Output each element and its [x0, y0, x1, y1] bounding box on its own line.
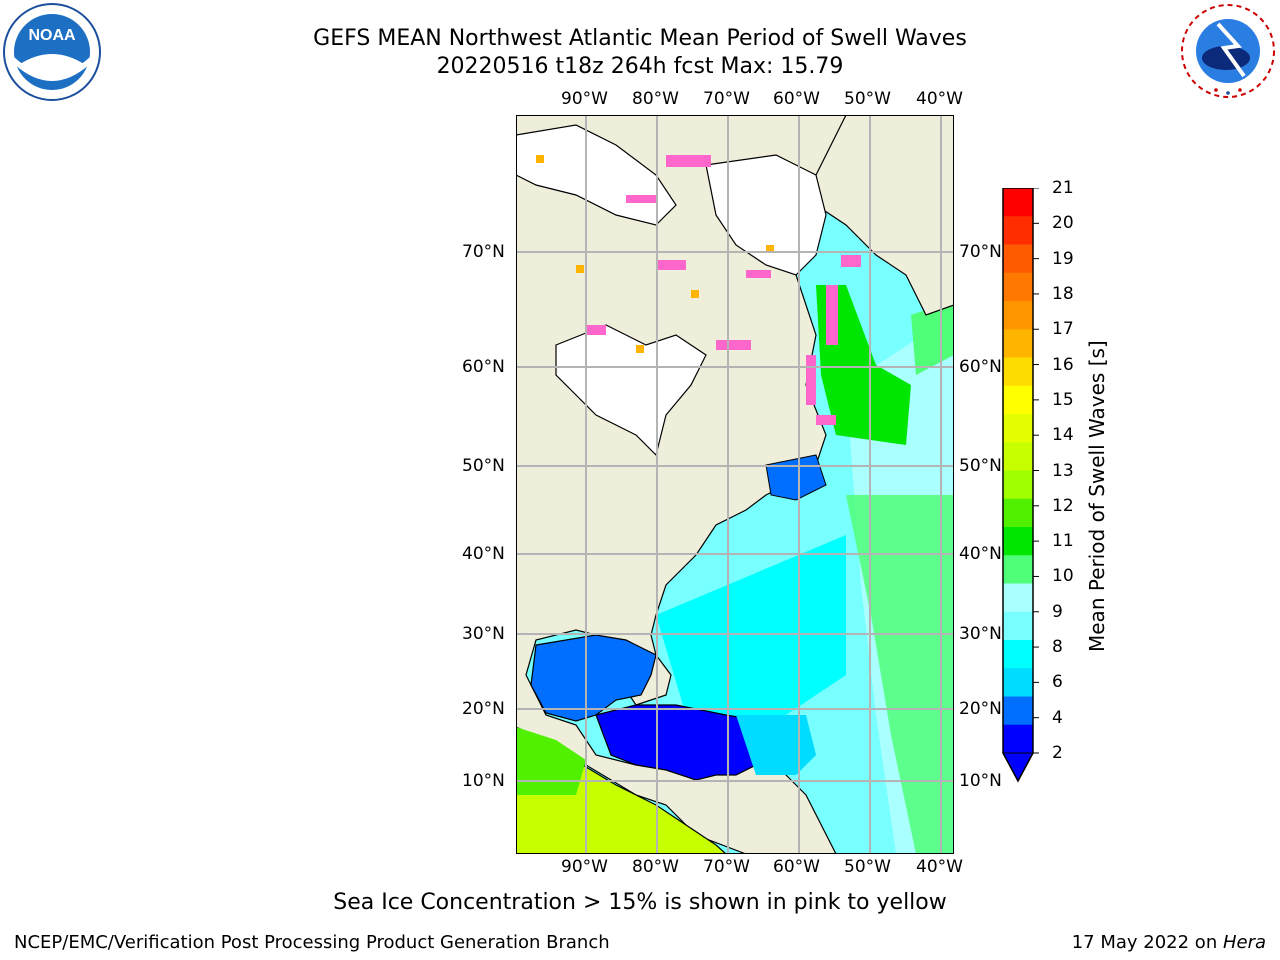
- colorbar-title: Mean Period of Swell Waves [s]: [1085, 340, 1109, 652]
- colorbar-segment: [1003, 442, 1033, 471]
- swell-zone-green-greenland: [911, 300, 954, 375]
- sea-ice-yellow: [536, 155, 774, 353]
- sea-ice-caption: Sea Ice Concentration > 15% is shown in …: [333, 890, 947, 915]
- colorbar-tick-label: 9: [1052, 601, 1063, 622]
- colorbar-tick-label: 17: [1052, 319, 1074, 340]
- colorbar-segment: [1003, 696, 1033, 726]
- colorbar-segment: [1003, 244, 1033, 274]
- colorbar-segment: [1003, 357, 1033, 387]
- sea-ice-edges: [586, 155, 861, 425]
- colorbar-frame: [1002, 187, 1034, 783]
- graticule: [516, 115, 954, 854]
- lon-label-top-50w: 50°W: [844, 89, 891, 109]
- lon-label-top-40w: 40°W: [916, 89, 963, 109]
- lon-label-bottom-40w: 40°W: [916, 857, 963, 877]
- lon-label-bottom-50w: 50°W: [844, 857, 891, 877]
- colorbar-segment: [1003, 498, 1033, 528]
- colorbar-tick-label: 14: [1052, 425, 1074, 446]
- colorbar-segment: [1003, 527, 1033, 556]
- land-south-america-green: [516, 727, 586, 795]
- colorbar-tick-label: 18: [1052, 283, 1074, 304]
- lat-label-right-70n: 70°N: [959, 242, 1002, 262]
- lon-label-top-90w: 90°W: [561, 89, 608, 109]
- colorbar-tick-label: 20: [1052, 213, 1074, 234]
- lat-label-right-60n: 60°N: [959, 357, 1002, 377]
- title-line-2: 20220516 t18z 264h fcst Max: 15.79: [436, 54, 844, 79]
- footer-date-text: 17 May 2022 on: [1071, 932, 1223, 953]
- colorbar-tick-label: 8: [1052, 637, 1063, 658]
- lat-label-left-70n: 70°N: [462, 242, 505, 262]
- lat-label-right-30n: 30°N: [959, 624, 1002, 644]
- colorbar-tick-label: 11: [1052, 531, 1074, 552]
- lat-label-right-50n: 50°N: [959, 456, 1002, 476]
- colorbar-segment: [1003, 216, 1033, 245]
- noaa-logo: NOAA: [2, 2, 102, 102]
- colorbar-tick-label: 13: [1052, 460, 1074, 481]
- footer-date: 17 May 2022 on Hera: [1072, 932, 1266, 953]
- lon-label-top-70w: 70°W: [703, 89, 750, 109]
- colorbar-segment: [1003, 724, 1033, 754]
- lat-label-left-10n: 10°N: [462, 771, 505, 791]
- swell-period-map: [515, 114, 955, 855]
- footer-branch: NCEP/EMC/Verification Post Processing Pr…: [14, 932, 610, 953]
- swell-zone-10-11s-east: [846, 495, 954, 855]
- lon-label-top-80w: 80°W: [632, 89, 679, 109]
- colorbar-tick-label: 15: [1052, 389, 1074, 410]
- lon-label-top-60w: 60°W: [773, 89, 820, 109]
- colorbar-segment: [1003, 470, 1033, 500]
- colorbar: [1002, 187, 1039, 783]
- colorbar-tick-label: 2: [1052, 743, 1063, 763]
- colorbar-segment: [1003, 640, 1033, 669]
- lat-label-left-60n: 60°N: [462, 357, 505, 377]
- hudson-bay-white: [555, 324, 707, 457]
- colorbar-segment: [1003, 668, 1033, 697]
- lat-label-right-20n: 20°N: [959, 699, 1002, 719]
- baffin-bay-white: [705, 154, 827, 276]
- colorbar-tick-label: 10: [1052, 566, 1074, 587]
- title-line-1: GEFS MEAN Northwest Atlantic Mean Period…: [313, 26, 967, 51]
- colorbar-segment: [1003, 272, 1033, 302]
- lat-label-right-40n: 40°N: [959, 544, 1002, 564]
- colorbar-tick-label: 21: [1052, 178, 1074, 198]
- lat-label-left-20n: 20°N: [462, 699, 505, 719]
- colorbar-tick-label: 4: [1052, 707, 1063, 728]
- lat-label-left-30n: 30°N: [462, 624, 505, 644]
- colorbar-segment: [1003, 555, 1033, 584]
- noaa-logo-text: NOAA: [28, 27, 76, 44]
- caribbean-east: [736, 715, 816, 775]
- footer-host: Hera: [1222, 932, 1266, 953]
- colorbar-tick-label: 16: [1052, 354, 1074, 375]
- colorbar-extend-arrow: [1002, 752, 1034, 783]
- colorbar-tick-label: 6: [1052, 672, 1063, 693]
- swell-zone-green-labrador: [816, 285, 911, 445]
- colorbar-tick-label: 19: [1052, 248, 1074, 269]
- lat-label-left-40n: 40°N: [462, 544, 505, 564]
- colorbar-segment: [1003, 188, 1033, 217]
- lon-label-bottom-60w: 60°W: [773, 857, 820, 877]
- lon-label-bottom-80w: 80°W: [632, 857, 679, 877]
- caribbean-sea: [595, 704, 767, 781]
- colorbar-svg: [1002, 187, 1039, 783]
- lat-label-left-50n: 50°N: [462, 456, 505, 476]
- nws-logo: [1178, 2, 1278, 100]
- colorbar-segment: [1003, 301, 1033, 330]
- colorbar-tick-label: 12: [1052, 495, 1074, 516]
- lon-label-bottom-90w: 90°W: [561, 857, 608, 877]
- colorbar-segment: [1003, 414, 1033, 443]
- lat-label-right-10n: 10°N: [959, 771, 1002, 791]
- colorbar-segment: [1003, 385, 1033, 415]
- lon-label-bottom-70w: 70°W: [703, 857, 750, 877]
- colorbar-segment: [1003, 329, 1033, 358]
- colorbar-segment: [1003, 583, 1033, 613]
- colorbar-segment: [1003, 611, 1033, 641]
